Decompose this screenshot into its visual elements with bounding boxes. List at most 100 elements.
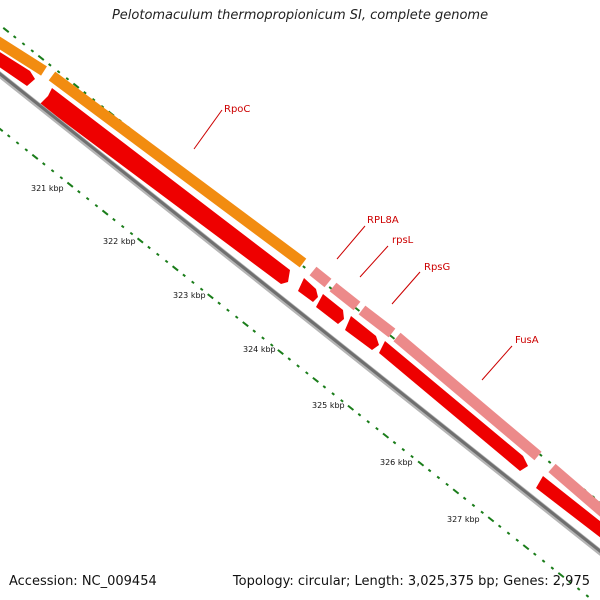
tick-mark [557,572,565,579]
tick-mark [576,587,581,591]
tick-mark [42,162,46,166]
tick-mark [101,209,109,216]
rpoc-band[interactable] [0,36,47,76]
tick-mark [207,293,214,300]
tick-mark [85,196,90,201]
gene-label-rpl8a: RPL8A [367,215,399,226]
tick-mark [171,265,179,272]
tick-mark [191,280,195,285]
tick-mark [522,544,530,551]
tick-mark [541,559,546,563]
tick-mark [234,315,239,319]
tick-mark [366,420,371,424]
tick-mark [56,70,61,74]
operon-band-c[interactable] [358,305,396,338]
tick-mark [6,134,11,138]
tick-mark [199,287,204,292]
tick-mark [94,203,99,208]
tick-mark [550,566,555,570]
scale-label: 321 kbp [31,184,64,193]
tick-mark [65,77,70,81]
tick-mark [427,468,432,473]
gene-arrow-rpsl[interactable] [316,294,344,324]
tick-mark [136,237,144,244]
gene-arrow-next[interactable] [536,476,600,545]
tick-mark [547,460,552,464]
gene-arrow-rpoc[interactable] [40,88,290,284]
tick-mark [164,259,169,264]
tick-mark [59,176,64,180]
tick-mark [515,538,520,542]
backbone [0,72,600,553]
tick-mark [328,286,333,290]
accession-text: Accession: NC_009454 [9,574,157,589]
tick-mark [312,376,319,383]
tick-mark [357,413,362,417]
tick-mark [147,245,151,250]
operon-band-d[interactable] [393,332,542,461]
gene-label-rpsl: rpsL [392,235,414,246]
tick-mark [568,580,572,584]
tick-mark [226,308,230,312]
scale-label: 323 kbp [173,291,206,300]
tick-mark [66,181,74,188]
tick-mark [331,392,335,396]
tick-mark [129,231,134,236]
tick-mark [417,460,425,467]
scale-label: 324 kbp [243,345,276,354]
gene-label-rpoc: RpoC [224,104,250,115]
tick-mark [12,35,17,39]
tick-mark [48,63,52,67]
tick-mark [217,301,221,305]
tick-mark [83,91,87,95]
tick-mark [77,190,81,194]
tick-mark [480,510,484,515]
gene-arrow-rpl8a[interactable] [298,278,318,302]
tick-mark [445,482,449,487]
tick-mark [261,336,265,340]
tick-mark [296,364,300,368]
fusa-leader [481,345,513,381]
tick-mark [436,475,441,480]
tick-mark [252,329,257,333]
rpsl-leader [359,245,389,278]
tick-mark [0,127,4,132]
rpoc-leader [193,109,223,150]
tick-mark [156,252,160,257]
tick-mark [24,148,29,152]
tick-mark [182,273,186,278]
tick-mark [269,343,274,347]
tick-mark [242,321,249,328]
tick-mark [305,371,309,375]
rpl8a-leader [336,225,366,260]
tick-mark [302,265,306,269]
tick-mark [277,349,284,355]
tick-mark [375,426,379,431]
tick-mark [100,104,105,109]
tick-mark [471,503,476,508]
tick-mark [410,454,414,459]
map-title: Pelotomaculum thermopropionicum SI, comp… [111,8,489,23]
tick-mark [462,496,467,501]
gene-arrow-1[interactable] [0,49,35,86]
topology-text: Topology: circular; Length: 3,025,375 bp… [232,574,590,589]
gene-arrow-fusa[interactable] [379,341,528,471]
operon-band-a[interactable] [309,266,332,288]
operon-band-b[interactable] [329,282,361,311]
gene-label-rpsg: RpsG [424,262,450,273]
tick-mark [50,169,55,173]
tick-mark [401,447,406,452]
tick-mark [31,153,39,160]
operon-band-e[interactable] [548,463,600,518]
tick-mark [72,82,80,89]
tick-mark [506,531,511,535]
tick-mark [15,141,20,145]
rpoc-band-main[interactable] [48,71,307,268]
gene-arrow-rpsg[interactable] [345,316,379,350]
tick-mark [322,385,327,389]
tick-mark [21,42,26,46]
scale-label: 327 kbp [447,515,480,524]
tick-mark [37,54,45,61]
tick-mark [497,524,502,528]
